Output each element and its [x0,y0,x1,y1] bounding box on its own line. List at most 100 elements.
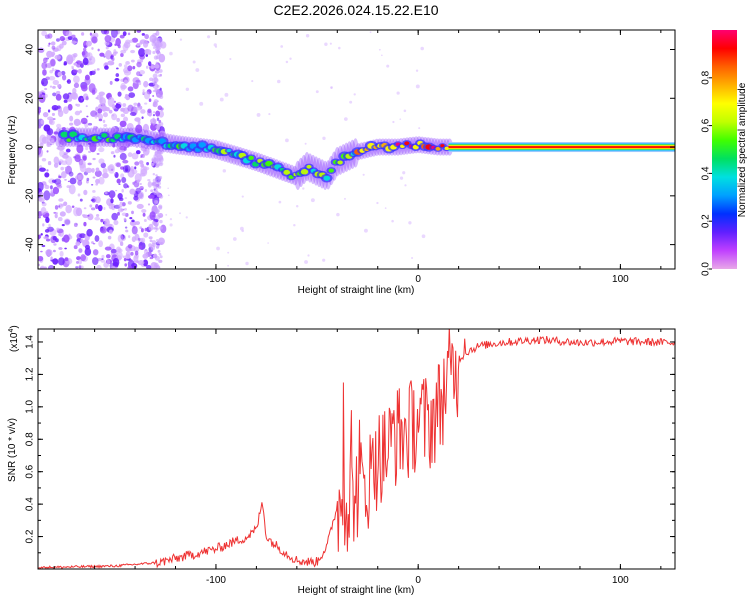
noise-point [169,51,173,56]
ridge-blob [404,141,410,146]
noise-point [216,246,220,251]
noise-point [120,107,124,112]
noise-point [48,76,56,81]
noise-point [112,51,117,56]
noise-point [139,183,142,185]
noise-point [97,105,102,110]
noise-point [149,77,154,82]
noise-point [343,117,348,121]
noise-point [122,165,129,173]
noise-point [119,145,127,151]
noise-point [38,108,41,114]
noise-point [92,257,99,265]
noise-point [104,218,110,227]
noise-point [293,223,296,227]
noise-point [179,38,183,41]
noise-point [130,49,136,54]
noise-point [69,115,74,122]
noise-point [44,172,50,178]
noise-point [131,226,138,235]
noise-point [84,247,92,256]
noise-point [219,97,224,102]
noise-point [141,237,146,244]
noise-point [146,264,152,269]
noise-point [119,120,127,128]
noise-point [142,253,149,259]
noise-point [84,244,91,250]
noise-point [192,60,196,64]
noise-point [154,133,160,139]
noise-point [267,242,269,244]
noise-point [59,211,66,217]
noise-point [91,47,94,50]
noise-point [58,247,63,250]
noise-point [85,40,92,47]
noise-point [110,248,117,254]
noise-point [44,184,48,187]
noise-point [116,178,121,184]
noise-point [38,167,46,172]
noise-point [185,216,188,219]
noise-point [63,99,68,103]
spectrogram-x-label: Height of straight line (km) [298,285,415,296]
noise-point [73,245,78,250]
noise-point [81,51,86,56]
noise-point [128,235,131,239]
noise-point [149,239,153,243]
noise-point [71,205,75,208]
noise-point [60,70,66,76]
noise-point [152,95,155,97]
noise-point [69,177,77,185]
noise-point [155,163,160,168]
y-tick-label: 20 [25,92,36,104]
noise-point [138,245,143,250]
noise-point [155,214,161,220]
noise-point [40,119,45,125]
noise-point [138,191,145,200]
noise-point [137,120,141,125]
noise-point [41,202,47,207]
noise-point [127,152,133,158]
noise-point [56,45,62,52]
noise-point [147,145,150,147]
noise-point [151,240,157,245]
noise-point [51,67,55,72]
noise-point [158,175,163,180]
noise-point [117,91,122,97]
noise-point [126,122,134,132]
noise-point [125,251,131,258]
noise-point [55,212,58,215]
noise-point [125,61,130,65]
noise-point [118,203,123,208]
noise-point [54,205,59,210]
noise-point [160,107,164,111]
noise-point [63,218,71,226]
noise-point [81,32,85,36]
noise-point [53,131,59,135]
noise-point [43,236,49,240]
noise-point [108,202,114,210]
noise-point [268,113,271,116]
noise-point [415,69,419,72]
noise-point [420,46,424,51]
noise-point [90,70,96,75]
noise-point [82,155,87,161]
noise-point [60,145,66,150]
noise-point [97,108,103,114]
noise-point [115,189,118,192]
noise-point [124,226,128,229]
noise-point [118,63,122,67]
noise-point [98,118,103,122]
noise-point [97,204,103,212]
noise-point [349,100,353,104]
noise-point [104,191,108,195]
noise-point [41,62,48,70]
y-tick-label: 0.4 [25,497,36,511]
noise-point [195,68,200,72]
noise-point [42,69,47,76]
noise-point [79,198,83,202]
noise-point [38,216,41,219]
noise-point [155,227,159,231]
noise-point [75,103,78,106]
noise-point [101,254,105,259]
